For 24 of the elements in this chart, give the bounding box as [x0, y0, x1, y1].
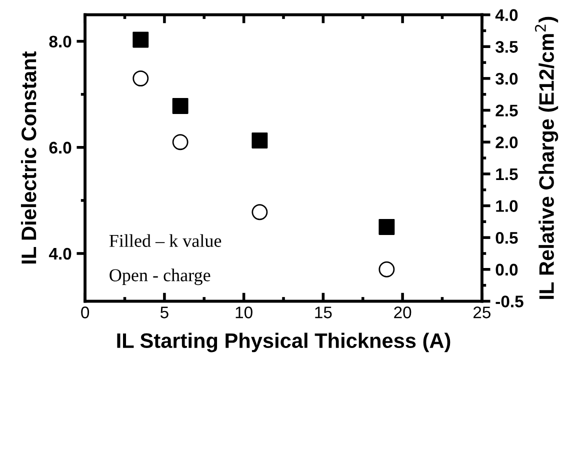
- y-tick-label: 4.0: [48, 248, 72, 260]
- y-tick-label: 8.0: [49, 36, 72, 48]
- annotation: Filled – k value: [109, 234, 222, 247]
- y2-tick-label: 2.0: [496, 136, 518, 148]
- y2-tick-label: 0.0: [496, 264, 518, 276]
- y2-axis-title: IL Relative Charge (E12/cm$^{2}$): [534, 16, 558, 299]
- y2-tick-label: -0.5: [496, 296, 524, 308]
- x-axis-title: IL Starting Physical Thickness (A): [117, 332, 450, 352]
- annotation: Open - charge: [110, 268, 210, 286]
- y2-tick-label: 1.5: [496, 168, 518, 180]
- x-tick-label: 5: [160, 306, 168, 318]
- y2-tick-label: 3.0: [496, 72, 518, 85]
- y-axis-title: IL Dielectric Constant: [20, 51, 36, 264]
- y2-tick-label: 0.5: [496, 232, 518, 244]
- y-tick-label: 6.0: [49, 142, 72, 154]
- x-tick-label: 25: [473, 306, 490, 318]
- y2-tick-label: 3.5: [496, 41, 518, 53]
- x-tick-label: 15: [315, 306, 332, 318]
- y2-tick-label: 4.0: [495, 9, 518, 21]
- y2-tick-label: 1.0: [496, 200, 518, 212]
- x-tick-label: 10: [236, 306, 252, 318]
- x-tick-label: 20: [394, 306, 412, 318]
- x-tick-label: 0: [81, 306, 90, 318]
- y2-tick-label: 2.5: [496, 104, 518, 116]
